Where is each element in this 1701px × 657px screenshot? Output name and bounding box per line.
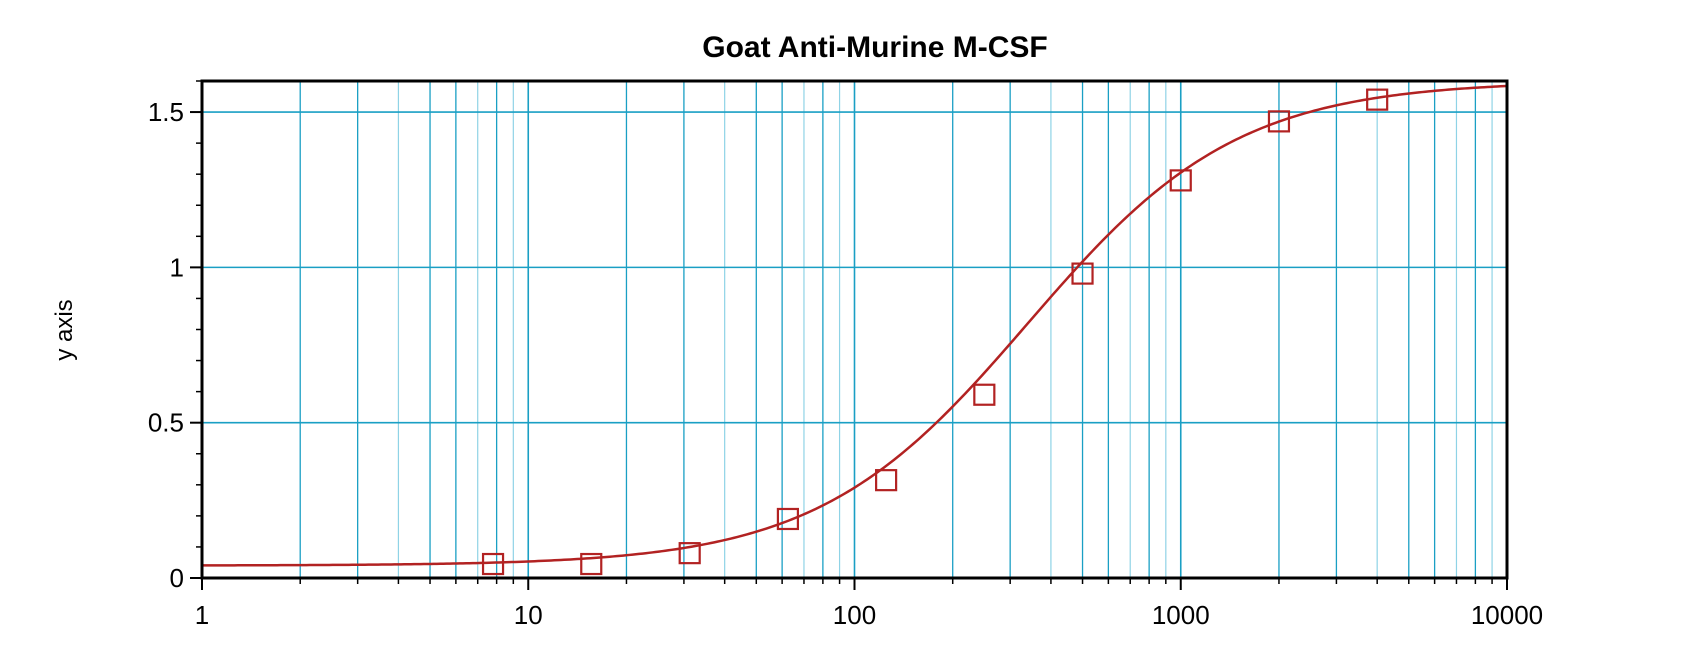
x-tick-label: 1000	[1152, 600, 1210, 630]
data-point	[481, 552, 505, 576]
data-point	[776, 507, 800, 531]
chart-title: Goat Anti-Murine M-CSF	[702, 31, 1048, 64]
data-point	[1366, 88, 1389, 111]
x-tick-label: 10	[514, 600, 543, 630]
x-tick-label: 100	[833, 600, 876, 630]
y-tick-label: 0.5	[148, 408, 184, 438]
data-points	[481, 88, 1389, 576]
data-point	[1071, 262, 1094, 285]
data-point	[875, 469, 898, 492]
x-axis-ticks: 1 10 100 1000 10000	[195, 578, 1543, 630]
data-point	[1169, 169, 1192, 192]
x-tick-label: 1	[195, 600, 209, 630]
y-tick-label: 1	[170, 252, 184, 282]
y-axis-label: y axis	[51, 299, 78, 360]
y-tick-label: 1.5	[148, 97, 184, 127]
data-point	[580, 552, 603, 576]
y-axis-ticks: 0 0.5 1 1.5	[148, 80, 202, 593]
data-point	[678, 542, 701, 565]
data-point	[1267, 110, 1291, 133]
x-tick-label: 10000	[1471, 600, 1543, 630]
y-tick-label: 0	[170, 563, 184, 593]
data-point	[973, 383, 996, 406]
